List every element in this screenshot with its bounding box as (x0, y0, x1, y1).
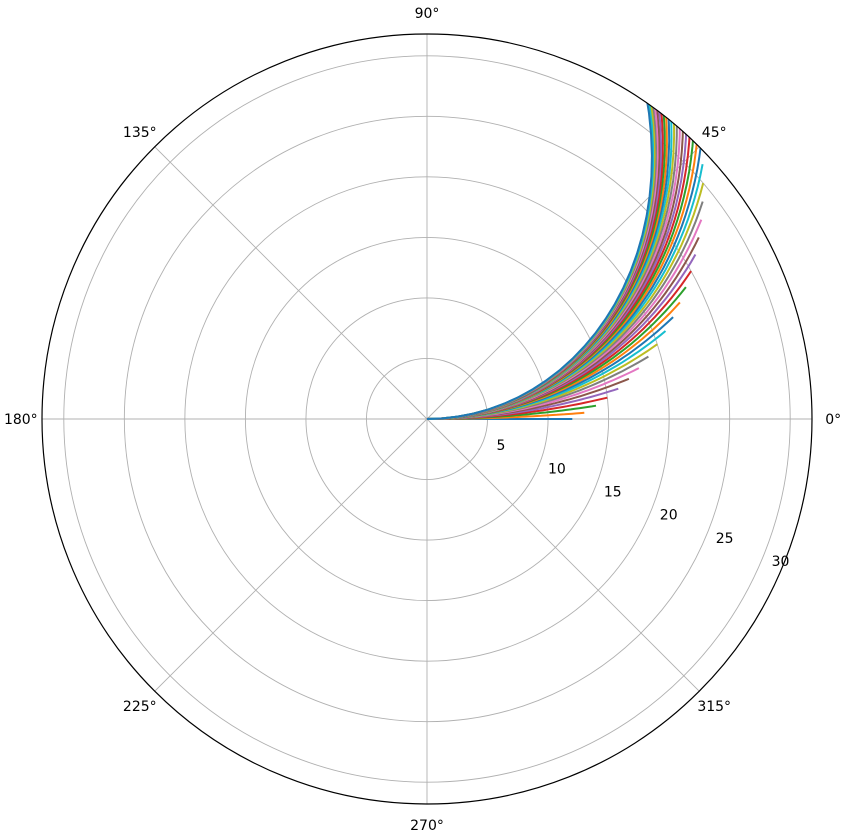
theta-tick-label-270: 270° (410, 818, 444, 834)
theta-gridline-315 (426, 418, 700, 692)
series-line-33 (426, 34, 664, 420)
polar-grid (42, 34, 812, 804)
theta-tick-label-90: 90° (415, 6, 440, 22)
r-tick-label-30: 30 (772, 554, 790, 570)
r-tick-label-20: 20 (660, 508, 678, 524)
theta-gridline-135 (154, 146, 428, 420)
theta-tick-label-180: 180° (4, 412, 38, 428)
polar-frame (41, 33, 813, 805)
series-line-36 (426, 34, 659, 420)
theta-tick-label-45: 45° (702, 125, 727, 141)
theta-tick-label-135: 135° (123, 125, 157, 141)
r-tick-label-25: 25 (716, 531, 734, 547)
series-lines (426, 34, 705, 420)
series-line-40 (426, 34, 653, 420)
r-tick-label-10: 10 (548, 461, 566, 477)
r-tick-label-5: 5 (496, 438, 505, 454)
theta-tick-label-225: 225° (123, 699, 157, 715)
theta-tick-label-315: 315° (697, 699, 731, 715)
theta-tick-label-0: 0° (825, 412, 841, 428)
theta-gridline-225 (154, 418, 428, 692)
tick-labels: 0° 45° 90° 135° 180° 225° 270° 315° 5 10 15 20 25 30 (4, 6, 841, 834)
r-tick-label-15: 15 (604, 484, 622, 500)
series-line-32 (426, 34, 666, 420)
